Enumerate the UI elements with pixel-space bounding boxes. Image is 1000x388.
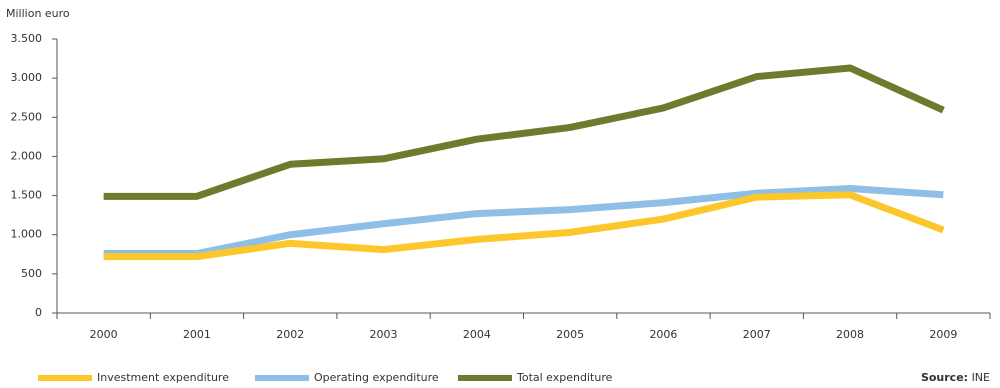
legend-label: Total expenditure	[516, 371, 613, 384]
y-tick-label: 2.500	[11, 110, 43, 123]
x-tick-label: 2002	[276, 328, 304, 341]
y-tick-label: 500	[21, 267, 42, 280]
legend-label: Investment expenditure	[97, 371, 229, 384]
y-tick-label: 3.500	[11, 32, 43, 45]
y-tick-label: 2.000	[11, 149, 43, 162]
x-tick-label: 2006	[649, 328, 677, 341]
y-tick-label: 3.000	[11, 71, 43, 84]
source-value: INE	[972, 371, 990, 384]
source: Source: INE	[921, 371, 990, 384]
series-line	[103, 191, 945, 261]
source-label: Source:	[921, 371, 968, 384]
series-line	[103, 185, 944, 258]
x-tick-label: 2000	[90, 328, 118, 341]
x-tick-label: 2005	[556, 328, 584, 341]
x-tick-label: 2001	[183, 328, 211, 341]
x-tick-label: 2007	[743, 328, 771, 341]
x-tick-label: 2009	[929, 328, 957, 341]
y-tick-label: 1.500	[11, 189, 43, 202]
series-line	[103, 64, 945, 200]
x-tick-label: 2003	[370, 328, 398, 341]
legend-label: Operating expenditure	[314, 371, 439, 384]
x-tick-label: 2008	[836, 328, 864, 341]
y-tick-label: 0	[35, 306, 42, 319]
y-tick-label: 1.000	[11, 228, 43, 241]
y-axis-label: Million euro	[6, 7, 70, 20]
x-tick-label: 2004	[463, 328, 491, 341]
